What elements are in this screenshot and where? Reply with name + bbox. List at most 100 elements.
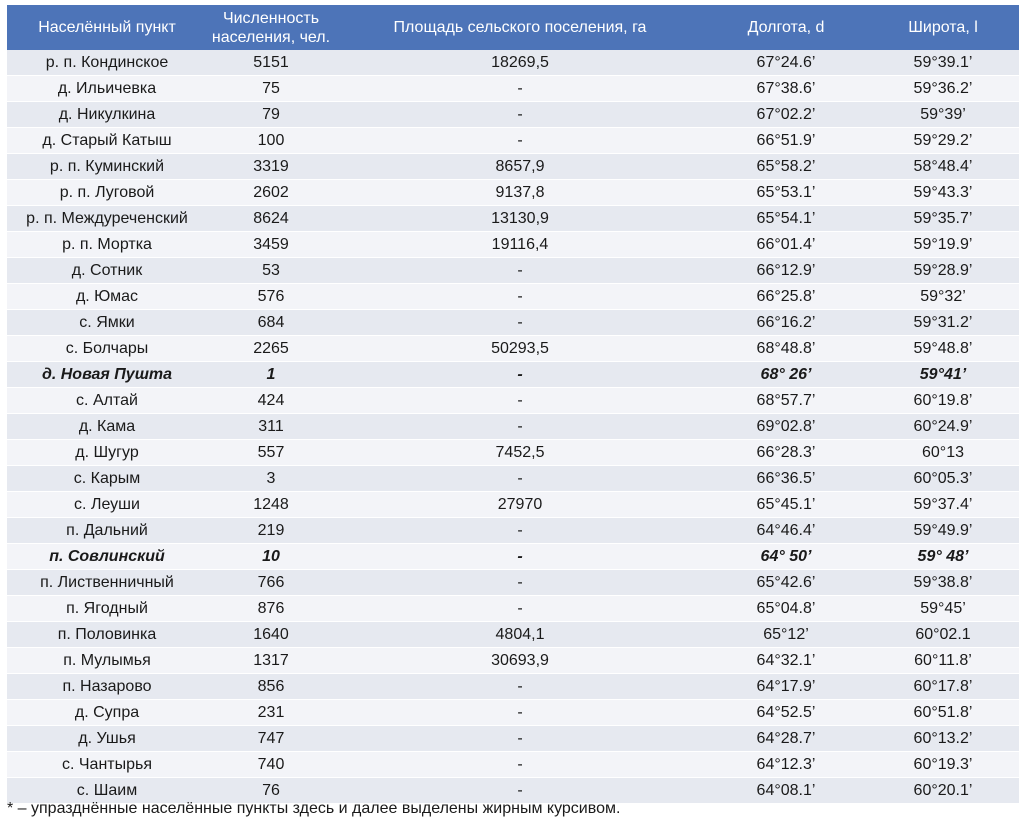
- cell-longitude: 67°24.6’: [705, 50, 867, 76]
- cell-settlement: п. Дальний: [7, 517, 207, 544]
- table-row: д. Новая Пушта 1-68° 26’ 59°41’: [7, 361, 1019, 388]
- table-row: с. Шаим 76-64°08.1’ 60°20.1’: [7, 777, 1019, 804]
- cell-latitude: 59°28.9’: [867, 257, 1019, 284]
- table-row: д. Супра 231-64°52.5’ 60°51.8’: [7, 699, 1019, 726]
- cell-settlement: п. Ягодный: [7, 595, 207, 622]
- cell-latitude: 59°35.7’: [867, 205, 1019, 232]
- cell-area: -: [335, 673, 705, 700]
- cell-settlement: п. Мулымья: [7, 647, 207, 674]
- table-row: п. Дальний 219-64°46.4’ 59°49.9’: [7, 517, 1019, 544]
- cell-latitude: 60°02.1: [867, 621, 1019, 648]
- cell-longitude: 66°36.5’: [705, 465, 867, 492]
- cell-area: 8657,9: [335, 153, 705, 180]
- header-row: Населённый пункт Численность населения, …: [7, 5, 1019, 50]
- cell-population: 3459: [207, 231, 335, 258]
- cell-settlement: р. п. Луговой: [7, 179, 207, 206]
- cell-area: 4804,1: [335, 621, 705, 648]
- cell-population: 75: [207, 75, 335, 102]
- cell-longitude: 65°58.2’: [705, 153, 867, 180]
- cell-population: 740: [207, 751, 335, 778]
- cell-longitude: 65°54.1’: [705, 205, 867, 232]
- cell-settlement: с. Шаим: [7, 777, 207, 804]
- cell-longitude: 69°02.8’: [705, 413, 867, 440]
- cell-settlement: с. Алтай: [7, 387, 207, 414]
- cell-population: 76: [207, 777, 335, 804]
- cell-population: 424: [207, 387, 335, 414]
- table-row: д. Никулкина 79-67°02.2’ 59°39’: [7, 101, 1019, 128]
- cell-area: -: [335, 543, 705, 570]
- cell-settlement: д. Новая Пушта: [7, 361, 207, 388]
- cell-settlement: д. Ушья: [7, 725, 207, 752]
- cell-settlement: д. Супра: [7, 699, 207, 726]
- cell-area: -: [335, 751, 705, 778]
- cell-area: 13130,9: [335, 205, 705, 232]
- cell-latitude: 59°31.2’: [867, 309, 1019, 336]
- cell-latitude: 60°19.8’: [867, 387, 1019, 414]
- cell-population: 53: [207, 257, 335, 284]
- cell-area: -: [335, 777, 705, 804]
- cell-area: -: [335, 257, 705, 284]
- table-row: р. п. Куминский 3319 8657,9 65°58.2’ 58°48.4…: [7, 153, 1019, 180]
- table-row: п. Половинка 1640 4804,1 65°12’ 60°02.1: [7, 621, 1019, 648]
- header-area: Площадь сельского поселения, га: [335, 5, 705, 50]
- table-row: п. Лиственничный 766-65°42.6’ 59°38.8’: [7, 569, 1019, 596]
- cell-population: 1248: [207, 491, 335, 518]
- cell-area: -: [335, 309, 705, 336]
- cell-area: -: [335, 569, 705, 596]
- cell-population: 100: [207, 127, 335, 154]
- cell-population: 5151: [207, 50, 335, 76]
- cell-area: -: [335, 361, 705, 388]
- cell-settlement: с. Болчары: [7, 335, 207, 362]
- table-row: р. п. Кондинское 5151 18269,5 67°24.6’ 59°39…: [7, 50, 1019, 76]
- cell-area: 50293,5: [335, 335, 705, 362]
- cell-population: 1317: [207, 647, 335, 674]
- cell-population: 557: [207, 439, 335, 466]
- cell-latitude: 59°32’: [867, 283, 1019, 310]
- cell-area: -: [335, 725, 705, 752]
- cell-settlement: п. Совлинский: [7, 543, 207, 570]
- cell-latitude: 58°48.4’: [867, 153, 1019, 180]
- cell-settlement: р. п. Кондинское: [7, 50, 207, 76]
- cell-longitude: 65°42.6’: [705, 569, 867, 596]
- cell-population: 79: [207, 101, 335, 128]
- cell-longitude: 64° 50’: [705, 543, 867, 570]
- table-row: с. Леуши 1248 27970 65°45.1’ 59°37.4’: [7, 491, 1019, 518]
- cell-population: 8624: [207, 205, 335, 232]
- cell-population: 1640: [207, 621, 335, 648]
- cell-settlement: д. Шугур: [7, 439, 207, 466]
- cell-population: 766: [207, 569, 335, 596]
- footnote: * – упразднённые населённые пункты здесь…: [7, 800, 621, 817]
- cell-area: -: [335, 413, 705, 440]
- cell-longitude: 66°51.9’: [705, 127, 867, 154]
- table-row: д. Юмас 576-66°25.8’ 59°32’: [7, 283, 1019, 310]
- cell-population: 311: [207, 413, 335, 440]
- cell-settlement: п. Назарово: [7, 673, 207, 700]
- cell-settlement: р. п. Междуреченский: [7, 205, 207, 232]
- cell-population: 2265: [207, 335, 335, 362]
- table-row: п. Ягодный 876-65°04.8’ 59°45’: [7, 595, 1019, 622]
- cell-longitude: 66°25.8’: [705, 283, 867, 310]
- table-row: п. Совлинский 10-64° 50’ 59° 48’: [7, 543, 1019, 570]
- settlements-table-container: Населённый пункт Численность населения, …: [7, 5, 1019, 804]
- header-settlement: Населённый пункт: [7, 5, 207, 50]
- table-row: д. Шугур 557 7452,5 66°28.3’ 60°13: [7, 439, 1019, 466]
- table-row: п. Назарово 856-64°17.9’ 60°17.8’: [7, 673, 1019, 700]
- cell-settlement: д. Сотник: [7, 257, 207, 284]
- cell-latitude: 60°05.3’: [867, 465, 1019, 492]
- cell-population: 876: [207, 595, 335, 622]
- cell-longitude: 66°16.2’: [705, 309, 867, 336]
- cell-population: 1: [207, 361, 335, 388]
- cell-population: 747: [207, 725, 335, 752]
- header-population: Численность населения, чел.: [207, 5, 335, 50]
- table-row: д. Старый Катыш 100-66°51.9’ 59°29.2’: [7, 127, 1019, 154]
- cell-longitude: 66°12.9’: [705, 257, 867, 284]
- cell-settlement: д. Кама: [7, 413, 207, 440]
- cell-longitude: 68°57.7’: [705, 387, 867, 414]
- cell-longitude: 68° 26’: [705, 361, 867, 388]
- cell-longitude: 64°12.3’: [705, 751, 867, 778]
- header-latitude: Широта, l: [867, 5, 1019, 50]
- table-header: Населённый пункт Численность населения, …: [7, 5, 1019, 50]
- cell-population: 3319: [207, 153, 335, 180]
- cell-area: -: [335, 101, 705, 128]
- cell-latitude: 59°48.8’: [867, 335, 1019, 362]
